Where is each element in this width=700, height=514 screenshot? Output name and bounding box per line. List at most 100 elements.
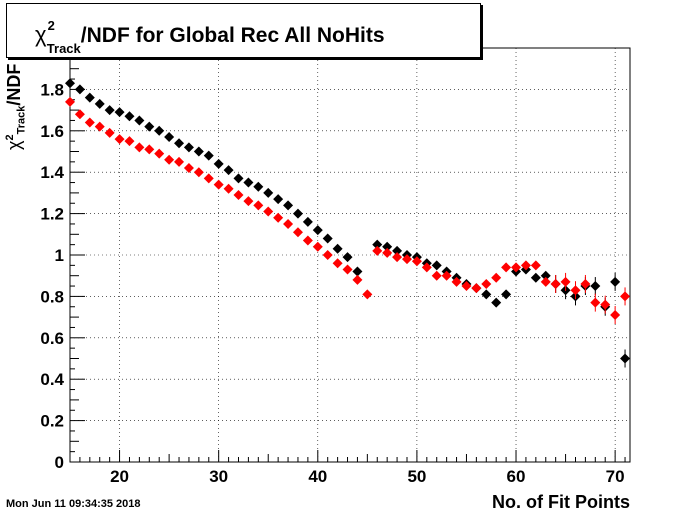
data-point-red [114, 134, 125, 145]
data-point-red [332, 258, 343, 269]
data-point-red [342, 264, 353, 275]
data-point-red [540, 276, 551, 287]
data-point-black [174, 138, 185, 149]
data-point-black [590, 281, 601, 292]
data-point-red [600, 299, 611, 310]
data-point-red [511, 262, 522, 273]
data-point-black [332, 243, 343, 254]
data-point-red [273, 212, 284, 223]
data-point-black [302, 216, 313, 227]
data-point-red [65, 96, 75, 107]
data-point-black [372, 239, 383, 250]
data-point-red [174, 156, 185, 167]
y-tick-label: 0.2 [40, 412, 64, 431]
data-point-red [441, 270, 452, 281]
y-tick-label: 1 [55, 246, 64, 265]
data-point-black [352, 266, 363, 277]
data-point-red [362, 289, 373, 300]
ylabel-superscript: 2 [4, 134, 16, 141]
y-tick-label: 0 [55, 453, 64, 472]
x-axis-label: No. of Fit Points [492, 492, 630, 512]
data-point-red [431, 270, 442, 281]
data-point-black [312, 225, 323, 236]
data-point-red [570, 285, 581, 296]
data-point-black [203, 150, 214, 161]
data-point-red [124, 136, 135, 147]
data-point-red [401, 254, 412, 265]
data-point-red [283, 218, 294, 229]
data-point-red [84, 117, 95, 128]
data-point-black [322, 233, 333, 244]
data-point-red [382, 247, 393, 258]
data-point-red [144, 144, 155, 155]
data-point-black [253, 181, 264, 192]
data-point-red [203, 173, 214, 184]
data-point-red [322, 250, 333, 260]
data-point-black [124, 111, 135, 122]
data-point-black [94, 98, 105, 109]
data-point-red [491, 272, 502, 283]
x-tick-label: 70 [606, 467, 625, 486]
data-point-red [530, 260, 541, 271]
y-tick-label: 0.8 [40, 287, 64, 306]
data-point-red [451, 276, 462, 287]
ylabel-suffix: /NDF [4, 63, 24, 106]
tick-labels: 20 30 40 50 60 70 0 0.2 0.4 0.6 0.8 1 1.2 1.4 1.6 1.8 [40, 80, 624, 486]
data-point-black [223, 165, 234, 176]
data-point-red [421, 262, 432, 273]
data-point-red [550, 278, 561, 289]
ylabel-subscript: Track [15, 105, 28, 135]
data-point-red [372, 245, 383, 256]
data-point-black [273, 194, 284, 205]
data-point-black [501, 289, 512, 300]
y-tick-label: 1.2 [40, 205, 64, 224]
data-point-black [134, 115, 145, 126]
data-point-black [164, 132, 175, 143]
y-axis-label: χ2Track/NDF [4, 64, 28, 150]
y-tick-label: 0.6 [40, 329, 64, 348]
data-point-red [154, 148, 165, 159]
data-point-black [431, 260, 442, 271]
x-tick-label: 60 [507, 467, 526, 486]
data-point-black [183, 142, 194, 153]
data-point-red [620, 291, 631, 302]
data-point-black [610, 276, 621, 287]
title-chi-symbol: χ [35, 22, 47, 47]
data-point-black [144, 121, 155, 132]
data-point-red [164, 154, 175, 165]
data-point-red [302, 235, 313, 246]
data-point-black [263, 187, 274, 198]
x-tick-label: 20 [110, 467, 129, 486]
y-tick-label: 1.4 [40, 163, 64, 182]
data-point-black [342, 252, 353, 263]
data-point-black [193, 146, 204, 157]
title-suffix: /NDF for Global Rec All NoHits [80, 24, 385, 47]
y-tick-label: 1.6 [40, 122, 64, 141]
data-point-red [243, 196, 254, 207]
data-point-black [530, 272, 541, 283]
data-point-red [610, 310, 621, 321]
data-point-red [263, 206, 274, 217]
data-point-black [243, 177, 254, 188]
data-point-black [481, 289, 492, 300]
data-point-red [392, 252, 403, 263]
data-point-red [94, 121, 105, 132]
chart-title: χ2 Track/NDF for Global Rec All NoHits [35, 18, 385, 56]
data-point-red [471, 283, 482, 294]
data-point-red [183, 163, 194, 174]
data-point-red [560, 276, 571, 287]
x-tick-label: 30 [209, 467, 228, 486]
title-superscript: 2 [47, 18, 55, 33]
data-point-red [501, 262, 512, 273]
data-point-red [104, 127, 115, 138]
data-point-red [580, 278, 591, 289]
data-point-red [481, 278, 492, 289]
data-point-red [223, 183, 234, 194]
data-point-red [253, 200, 264, 211]
data-point-red [461, 281, 472, 292]
data-point-red [312, 241, 323, 252]
data-point-black [382, 241, 393, 252]
data-point-black [283, 200, 294, 211]
data-point-black [292, 208, 303, 219]
